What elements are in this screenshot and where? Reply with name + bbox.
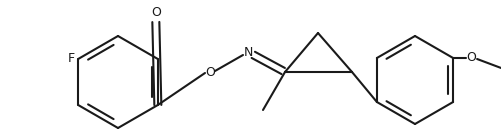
Text: F: F (68, 52, 75, 66)
Text: N: N (243, 46, 253, 59)
Text: O: O (466, 51, 476, 64)
Text: O: O (205, 67, 215, 79)
Text: O: O (151, 6, 161, 18)
